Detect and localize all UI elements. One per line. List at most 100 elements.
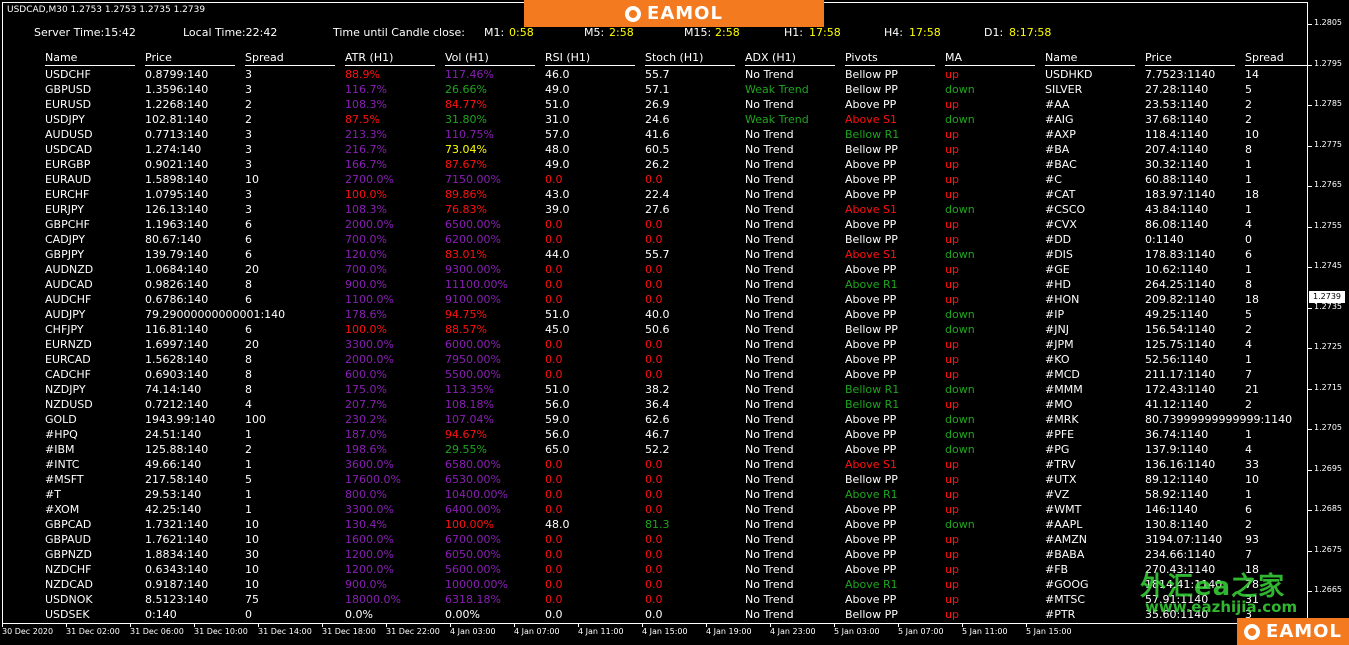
stoch-cell: 26.2 [645,158,670,171]
spread2-cell: 3 [1245,608,1252,621]
price2-cell: 137.9:1140 [1145,443,1209,456]
spread-header[interactable]: Spread [245,51,335,66]
time-tick-label: 31 Dec 06:00 [130,624,184,636]
stoch-cell: 62.6 [645,413,670,426]
vol-header[interactable]: Vol (H1) [445,51,535,66]
atr-cell: 900.0% [345,578,387,591]
pivots-cell: Above PP [845,503,897,516]
watermark-url: www.eazhijia.com [1145,598,1298,616]
name2-cell: #BABA [1045,548,1085,561]
rsi-cell: 51.0 [545,98,570,111]
name2-cell: #AXP [1045,128,1076,141]
adx-cell: No Trend [745,188,794,201]
rsi-cell: 0.0 [545,293,563,306]
ma-cell: down [945,383,975,396]
adx-cell: No Trend [745,203,794,216]
name-header[interactable]: Name [45,51,135,66]
brand-name: EAMOL [647,3,723,24]
local-time: Local Time:22:42 [183,26,278,39]
vol-cell: 10400.00% [445,488,508,501]
pivots-cell: Above R1 [845,578,898,591]
time-tick-label: 4 Jan 11:00 [578,624,624,636]
price2-cell: 178.83:1140 [1145,248,1216,261]
rsi-cell: 0.0 [545,593,563,606]
adx-header[interactable]: ADX (H1) [745,51,835,66]
pivots-cell: Bellow PP [845,608,898,621]
price-cell: 1943.99:140 [145,413,216,426]
price2-cell: 80.73999999999999:1140 [1145,413,1293,426]
stoch-cell: 41.6 [645,128,670,141]
price-cell: 29.53:140 [145,488,202,501]
spread-cell: 4 [245,398,252,411]
name-cell: EURUSD [45,98,92,111]
price2-cell: 136.16:1140 [1145,458,1216,471]
rsi-header[interactable]: RSI (H1) [545,51,635,66]
price-cell: 79.29000000000001:140 [145,308,286,321]
adx-cell: Weak Trend [745,113,809,126]
brand-logo-icon [1244,623,1261,640]
name-cell: USDSEK [45,608,90,621]
price-tick-label: 1.2755 [1308,220,1342,230]
price-cell: 1.7321:140 [145,518,209,531]
name2-header[interactable]: Name [1045,51,1135,66]
price2-cell: 89.12:1140 [1145,473,1209,486]
spread2-header[interactable]: Spread [1245,51,1307,66]
spread-cell: 6 [245,323,252,336]
price2-cell: 172.43:1140 [1145,383,1216,396]
spread2-cell: 4 [1245,218,1252,231]
pivots-cell: Bellow R1 [845,383,900,396]
ma-cell: down [945,308,975,321]
price-axis[interactable]: 1.2805 1.2795 1.2785 1.2775 1.2765 1.2755 1.27… [1308,0,1349,624]
ma-header[interactable]: MA [945,51,1035,66]
ma-cell: down [945,518,975,531]
spread-cell: 8 [245,278,252,291]
spread-cell: 10 [245,173,259,186]
vol-cell: 87.67% [445,158,487,171]
price-cell: 1.3596:140 [145,83,209,96]
vol-cell: 108.18% [445,398,494,411]
rsi-cell: 0.0 [545,218,563,231]
atr-header[interactable]: ATR (H1) [345,51,435,66]
price2-header[interactable]: Price [1145,51,1235,66]
pivots-cell: Above R1 [845,488,898,501]
stoch-cell: 0.0 [645,293,663,306]
price-cell: 126.13:140 [145,203,209,216]
price-tick-label: 1.2765 [1308,180,1342,189]
name-cell: EURCHF [45,188,90,201]
name2-cell: #AAPL [1045,518,1083,531]
name-cell: USDJPY [45,113,85,126]
pivots-header[interactable]: Pivots [845,51,935,66]
price2-cell: 7.7523:1140 [1145,68,1216,81]
name2-cell: #TRV [1045,458,1076,471]
time-tick-label: 5 Jan 15:00 [1026,624,1072,636]
name-cell: USDCHF [45,68,91,81]
rsi-cell: 0.0 [545,608,563,621]
chart-area[interactable]: USDCAD,M30 1.2753 1.2753 1.2735 1.2739 S… [2,2,1308,624]
name2-cell: #IP [1045,308,1065,321]
price2-cell: 27.28:1140 [1145,83,1209,96]
pivots-cell: Above S1 [845,248,897,261]
time-axis[interactable]: 30 Dec 2020 31 Dec 02:00 31 Dec 06:00 31 De… [0,624,1310,645]
name-cell: GBPAUD [45,533,92,546]
pivots-cell: Above PP [845,353,897,366]
adx-cell: No Trend [745,263,794,276]
adx-cell: No Trend [745,398,794,411]
atr-cell: 166.7% [345,158,387,171]
adx-cell: No Trend [745,98,794,111]
stoch-cell: 57.1 [645,83,670,96]
price-cell: 1.6997:140 [145,338,209,351]
price-header[interactable]: Price [145,51,235,66]
adx-cell: No Trend [745,293,794,306]
rsi-cell: 0.0 [545,353,563,366]
pivots-cell: Above PP [845,338,897,351]
stoch-cell: 0.0 [645,458,663,471]
adx-cell: No Trend [745,368,794,381]
stoch-header[interactable]: Stoch (H1) [645,51,735,66]
spread2-cell: 6 [1245,248,1252,261]
time-tick-label: 4 Jan 15:00 [642,624,688,636]
candle-close-label: Time until Candle close: [333,26,466,39]
ma-cell: down [945,83,975,96]
price2-cell: 211.17:1140 [1145,368,1216,381]
price2-cell: 183.97:1140 [1145,188,1216,201]
